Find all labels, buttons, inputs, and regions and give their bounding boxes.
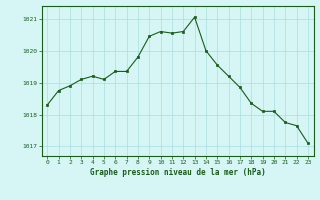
X-axis label: Graphe pression niveau de la mer (hPa): Graphe pression niveau de la mer (hPa)	[90, 168, 266, 177]
